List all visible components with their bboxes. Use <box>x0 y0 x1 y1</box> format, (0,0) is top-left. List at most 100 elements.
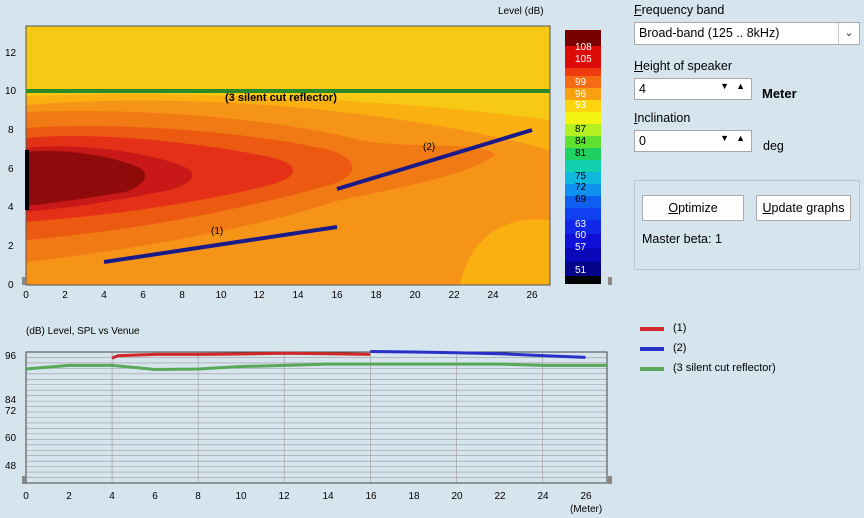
height-spinner[interactable]: 4 ▼ ▲ <box>634 78 752 100</box>
gx-22: 22 <box>494 491 506 502</box>
graph-x-axis: 0 2 4 6 8 10 12 14 16 18 20 22 24 26 <box>23 491 592 502</box>
gx-20: 20 <box>451 491 463 502</box>
spin-down-icon[interactable]: ▼ <box>720 133 729 143</box>
x-tick-14: 14 <box>292 290 304 300</box>
cb-75: 75 <box>575 171 587 182</box>
cb-57: 57 <box>575 242 587 253</box>
gx-26: 26 <box>580 491 592 502</box>
cb-69: 69 <box>575 194 587 205</box>
x-tick-0: 0 <box>23 290 29 300</box>
cb-63: 63 <box>575 219 587 230</box>
legend-label-1: (1) <box>673 322 687 334</box>
venue-line-1[interactable] <box>103 225 338 264</box>
spin-down-icon[interactable]: ▼ <box>720 81 729 91</box>
cb-105: 105 <box>575 54 592 65</box>
gx-24: 24 <box>537 491 549 502</box>
y-tick-6: 6 <box>8 164 14 175</box>
gx-12: 12 <box>278 491 290 502</box>
cb-51: 51 <box>575 265 587 276</box>
gx-2: 2 <box>66 491 72 502</box>
frequency-band-value: Broad-band (125 .. 8kHz) <box>639 26 780 40</box>
line-2-label: (2) <box>423 142 435 153</box>
graph-title: (dB) Level, SPL vs Venue <box>26 326 140 337</box>
inclination-label: Inclination <box>634 111 691 125</box>
graph-handle-right[interactable] <box>608 476 612 484</box>
x-tick-12: 12 <box>253 290 265 300</box>
venue-line-2[interactable] <box>336 128 533 191</box>
cb-93: 93 <box>575 100 587 111</box>
y-tick-4: 4 <box>8 202 14 213</box>
x-tick-20: 20 <box>409 290 421 300</box>
colorbar <box>565 30 601 284</box>
optimize-button[interactable]: Optimize <box>642 195 744 221</box>
cb-72: 72 <box>575 182 587 193</box>
y-tick-2: 2 <box>8 241 14 252</box>
height-label: Height of speaker <box>634 59 732 73</box>
cb-108: 108 <box>575 42 592 53</box>
frequency-band-label: Frequency band <box>634 3 725 17</box>
legend-swatch-2 <box>640 347 664 351</box>
x-tick-22: 22 <box>448 290 460 300</box>
legend-label-3: (3 silent cut reflector) <box>673 362 776 374</box>
gx-6: 6 <box>152 491 158 502</box>
cb-84: 84 <box>575 136 587 147</box>
graph-y-axis: 96 84 72 60 48 <box>5 351 17 472</box>
legend-swatch-1 <box>640 327 664 331</box>
y-tick-10: 10 <box>5 86 17 97</box>
inclination-unit: deg <box>763 139 784 153</box>
spl-line-chart: (dB) Level, SPL vs Venue 96 84 72 60 48 … <box>5 326 612 515</box>
legend-item-2: (2) <box>640 342 864 358</box>
x-tick-18: 18 <box>370 290 382 300</box>
graph-y-tick-84: 84 <box>5 395 17 406</box>
cb-96: 96 <box>575 89 587 100</box>
heatmap-handle-left[interactable] <box>22 277 26 285</box>
x-tick-4: 4 <box>101 290 107 300</box>
heatmap-field <box>26 26 550 285</box>
gx-16: 16 <box>365 491 377 502</box>
graph-grid <box>26 352 607 483</box>
spin-up-icon[interactable]: ▲ <box>736 133 745 143</box>
cb-99: 99 <box>575 77 587 88</box>
update-graphs-button[interactable]: Update graphs <box>756 195 851 221</box>
height-unit: Meter <box>762 86 797 101</box>
legend-item-3: (3 silent cut reflector) <box>640 362 864 378</box>
cb-60: 60 <box>575 230 587 241</box>
y-tick-8: 8 <box>8 125 14 136</box>
series-line-3 <box>25 362 607 371</box>
graph-y-tick-72: 72 <box>5 406 17 417</box>
graph-x-unit: (Meter) <box>570 504 602 515</box>
graph-y-tick-48: 48 <box>5 461 17 472</box>
heatmap-handle-right[interactable] <box>608 277 612 285</box>
frequency-band-select[interactable]: Broad-band (125 .. 8kHz) ⌄ <box>634 22 860 45</box>
legend-swatch-3 <box>640 367 664 371</box>
x-tick-26: 26 <box>526 290 538 300</box>
y-tick-0: 0 <box>8 280 14 291</box>
graph-series <box>25 350 607 371</box>
optimize-panel: Optimize Update graphs Master beta: 1 <box>634 180 860 270</box>
gx-4: 4 <box>109 491 115 502</box>
gx-14: 14 <box>322 491 334 502</box>
line-1-label: (1) <box>211 226 223 237</box>
graph-y-tick-96: 96 <box>5 351 17 362</box>
x-tick-10: 10 <box>215 290 227 300</box>
x-tick-8: 8 <box>179 290 185 300</box>
x-tick-24: 24 <box>487 290 499 300</box>
spin-up-icon[interactable]: ▲ <box>736 81 745 91</box>
series-line-1 <box>111 351 371 360</box>
cb-87: 87 <box>575 124 587 135</box>
graph-y-tick-60: 60 <box>5 433 17 444</box>
heatmap-title: Level (dB) <box>498 6 544 17</box>
heatmap-y-axis: 0 2 4 6 8 10 12 <box>5 48 17 291</box>
graph-handle-left[interactable] <box>22 476 26 484</box>
gx-18: 18 <box>408 491 420 502</box>
x-tick-6: 6 <box>140 290 146 300</box>
colorbar-labels: 108 105 99 96 93 87 84 81 75 72 69 63 60… <box>575 42 592 276</box>
heatmap-x-axis: 0 2 4 6 8 10 12 14 16 18 20 22 24 26 <box>23 290 538 300</box>
chevron-down-icon[interactable]: ⌄ <box>838 23 859 44</box>
height-value: 4 <box>639 82 646 96</box>
cb-81: 81 <box>575 148 587 159</box>
gx-8: 8 <box>195 491 201 502</box>
inclination-spinner[interactable]: 0 ▼ ▲ <box>634 130 752 152</box>
x-tick-16: 16 <box>331 290 343 300</box>
legend-item-1: (1) <box>640 322 864 338</box>
